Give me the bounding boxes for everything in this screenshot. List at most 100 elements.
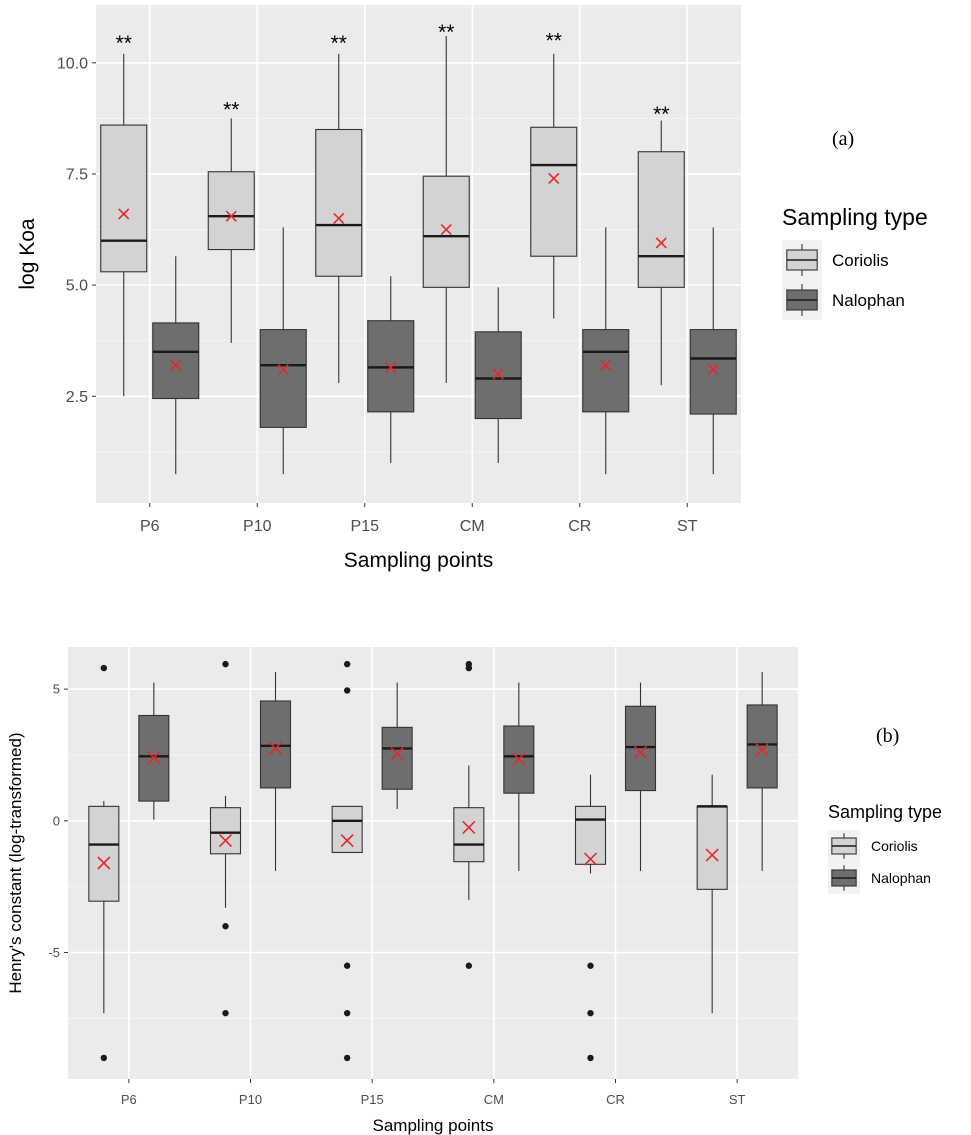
box-nalophan-p15 xyxy=(381,682,413,809)
mean-marker xyxy=(390,747,404,761)
y-axis-title: Henry's constant (log-transformed) xyxy=(6,732,25,993)
box-nalophan-cm xyxy=(503,682,535,871)
significance-label: ** xyxy=(116,32,132,55)
mean-marker xyxy=(655,237,667,249)
outlier-point xyxy=(587,1054,594,1062)
box-body xyxy=(331,805,363,854)
box-body xyxy=(689,329,737,415)
outlier-point xyxy=(587,962,594,969)
chart-panel-2: -5 0 5 P6 P10 P15 CM CR ST Sampling points Henry's… xyxy=(6,647,942,1135)
x-tick-label: P10 xyxy=(243,518,272,535)
mean-marker-stroke xyxy=(512,752,526,766)
outlier-point xyxy=(465,664,473,672)
significance-label: ** xyxy=(223,99,239,122)
box-coriolis-p6 xyxy=(88,664,120,1062)
outlier-point xyxy=(343,660,351,668)
mean-marker-stroke xyxy=(385,361,397,373)
box-nalophan-p10 xyxy=(259,672,292,871)
mean-marker-stroke xyxy=(655,237,667,249)
box-body xyxy=(381,726,413,790)
outlier-point xyxy=(465,962,473,969)
mean-marker-stroke xyxy=(268,741,283,755)
mean-marker xyxy=(633,745,648,759)
box-body xyxy=(152,322,200,400)
box-coriolis-cr xyxy=(574,774,607,1062)
legend-key-coriolis xyxy=(828,830,860,862)
box-body xyxy=(746,704,778,789)
outlier-point xyxy=(100,1054,108,1062)
box-nalophan-p6 xyxy=(152,256,200,475)
mean-marker-stroke xyxy=(755,743,769,757)
box-body xyxy=(259,700,292,789)
box-body xyxy=(209,807,242,855)
box-coriolis-p15 xyxy=(315,53,363,383)
mean-marker-stroke xyxy=(170,359,182,371)
mean-marker-stroke xyxy=(333,212,345,224)
x-tick-label: CR xyxy=(568,518,591,535)
box-coriolis-cm xyxy=(453,660,485,969)
box-nalophan-cr xyxy=(624,682,657,871)
mean-marker xyxy=(755,743,769,757)
outlier-point xyxy=(222,660,229,668)
mean-marker-stroke xyxy=(225,210,237,222)
box-nalophan-p10 xyxy=(259,227,307,475)
x-tick-label: CR xyxy=(606,1092,625,1107)
mean-marker-stroke xyxy=(548,172,560,184)
box-coriolis-st xyxy=(637,120,685,386)
x-tick-label: P15 xyxy=(361,1092,384,1107)
mean-marker-stroke xyxy=(97,856,111,870)
outlier-point xyxy=(100,664,108,672)
box-nalophan-cm xyxy=(474,287,522,463)
mean-marker xyxy=(225,210,237,222)
x-tick-label: P15 xyxy=(351,518,380,535)
legend-label: Nalophan xyxy=(871,870,931,886)
x-tick-label: ST xyxy=(729,1092,746,1107)
x-tick-label: CM xyxy=(460,518,485,535)
legend-key-coriolis xyxy=(782,240,822,280)
y-tick-label: 0 xyxy=(53,813,60,828)
mean-marker xyxy=(97,856,111,870)
mean-marker xyxy=(147,751,161,765)
mean-marker-stroke xyxy=(118,208,130,220)
x-tick-label: P6 xyxy=(140,518,160,535)
legend-title: Sampling type xyxy=(782,204,928,230)
box-nalophan-p15 xyxy=(367,276,415,463)
legend: Sampling type Coriolis Nalophan xyxy=(782,204,928,320)
mean-marker xyxy=(218,834,233,848)
box-body xyxy=(574,805,607,865)
box-coriolis-cr xyxy=(530,53,578,319)
box-nalophan-p6 xyxy=(138,682,170,820)
mean-marker xyxy=(583,852,598,866)
box-coriolis-st xyxy=(696,774,728,1014)
box-coriolis-cm xyxy=(422,36,470,383)
outlier-point xyxy=(343,1009,351,1017)
box-body xyxy=(637,151,685,288)
outlier-point xyxy=(343,687,351,694)
y-tick-label: 10.0 xyxy=(57,55,88,72)
legend-key-nalophan xyxy=(782,280,822,320)
box-body xyxy=(100,124,148,273)
mean-marker-stroke xyxy=(440,223,452,236)
x-tick-label: P10 xyxy=(239,1092,262,1107)
mean-marker-stroke xyxy=(600,359,612,371)
mean-marker-stroke xyxy=(707,364,719,376)
mean-marker xyxy=(462,820,476,835)
mean-marker xyxy=(705,848,719,862)
box-body xyxy=(88,805,120,902)
y-tick-label: 5 xyxy=(53,682,60,697)
mean-marker xyxy=(385,361,397,373)
y-tick-label: 7.5 xyxy=(66,167,88,184)
y-tick-label: 5.0 xyxy=(66,278,88,295)
box-nalophan-cr xyxy=(582,227,630,475)
mean-marker xyxy=(333,212,345,224)
outlier-point xyxy=(222,1009,229,1017)
box-body xyxy=(453,807,485,863)
box-body xyxy=(422,175,470,288)
mean-marker-stroke xyxy=(340,834,354,848)
mean-marker xyxy=(707,364,719,376)
legend-label: Coriolis xyxy=(832,251,889,270)
mean-marker xyxy=(118,208,130,220)
mean-marker-stroke xyxy=(705,848,719,862)
legend-label: Nalophan xyxy=(832,291,905,310)
